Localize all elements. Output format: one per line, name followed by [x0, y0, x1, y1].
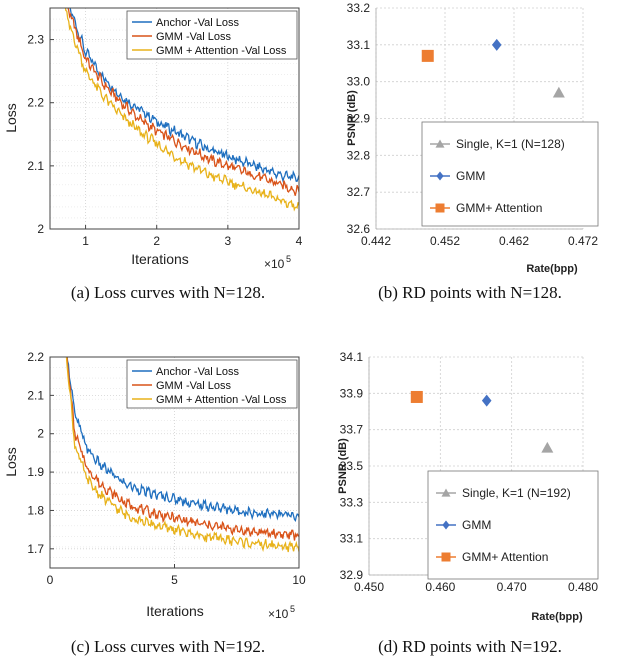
legend-box	[126, 359, 298, 409]
legend-marker-0	[435, 139, 445, 148]
x-tick-label: 2	[153, 234, 160, 248]
data-point-0	[541, 441, 554, 453]
y-tick-label: 2	[37, 222, 44, 236]
legend-label-2: GMM+ Attention	[462, 550, 548, 564]
subfigure-caption: (c) Loss curves with N=192.	[71, 637, 265, 656]
series-line-2	[65, 357, 299, 553]
x-tick-label: 10	[292, 573, 306, 587]
y-tick-label: 2.1	[27, 159, 44, 173]
legend-box	[126, 10, 298, 60]
y-tick-label: 2.2	[27, 96, 44, 110]
series-line-0	[66, 357, 299, 523]
x-tick-label: 4	[296, 234, 303, 248]
y-tick-label: 33.0	[347, 75, 371, 89]
data-point-0	[552, 86, 565, 98]
y-axis-label: PSNR (dB)	[346, 90, 358, 146]
x-multiplier: ×10	[268, 607, 289, 621]
x-tick-label: 0.452	[430, 234, 460, 248]
x-tick-label: 0.470	[497, 580, 527, 594]
y-tick-label: 32.7	[347, 185, 371, 199]
y-tick-label: 32.8	[347, 148, 371, 162]
legend-marker-0	[441, 488, 451, 497]
series-line-2	[64, 8, 299, 212]
y-tick-label: 32.9	[340, 568, 364, 582]
y-tick-label: 1.9	[27, 465, 44, 479]
y-tick-label: 2.2	[27, 350, 44, 364]
y-tick-label: 1.8	[27, 503, 44, 517]
series-line-1	[66, 357, 299, 541]
legend-label-0: Anchor -Val Loss	[156, 17, 239, 29]
y-tick-label: 34.1	[340, 350, 364, 364]
data-point-1	[491, 38, 502, 51]
x-axis-label: Iterations	[146, 603, 204, 619]
legend-label-0: Anchor -Val Loss	[156, 366, 239, 378]
x-tick-label: 0.480	[568, 580, 598, 594]
legend-label-2: GMM+ Attention	[456, 201, 542, 215]
x-tick-label: 0.460	[425, 580, 455, 594]
legend-label-1: GMM	[456, 169, 485, 183]
legend-label-1: GMM -Val Loss	[156, 31, 231, 43]
subfigure-caption: (b) RD points with N=128.	[378, 283, 562, 302]
y-tick-label: 2	[37, 427, 44, 441]
series-line-1	[67, 8, 299, 196]
x-exponent: 5	[290, 604, 295, 614]
x-tick-label: 0	[47, 573, 54, 587]
x-tick-label: 0.442	[361, 234, 391, 248]
x-tick-label: 1	[82, 234, 89, 248]
subfigure-caption: (d) RD points with N=192.	[378, 637, 562, 656]
legend-marker-2	[441, 552, 451, 562]
y-tick-label: 33.1	[347, 38, 371, 52]
y-tick-label: 33.1	[340, 532, 364, 546]
y-tick-label: 32.9	[347, 112, 371, 126]
legend-marker-2	[435, 203, 445, 213]
subfigure-caption: (a) Loss curves with N=128.	[71, 283, 265, 302]
legend-label-1: GMM -Val Loss	[156, 380, 231, 392]
y-tick-label: 32.6	[347, 222, 371, 236]
data-point-2	[410, 390, 423, 403]
y-tick-label: 33.3	[340, 495, 364, 509]
y-tick-label: 2.1	[27, 388, 44, 402]
x-tick-label: 5	[171, 573, 178, 587]
y-tick-label: 33.7	[340, 423, 364, 437]
x-axis-label: Rate(bpp)	[526, 263, 578, 275]
x-tick-label: 0.450	[354, 580, 384, 594]
legend-box	[427, 470, 599, 580]
x-axis-label: Rate(bpp)	[531, 611, 583, 623]
y-tick-label: 33.9	[340, 386, 364, 400]
data-point-1	[481, 394, 492, 407]
y-axis-label: Loss	[3, 103, 19, 133]
x-multiplier: ×10	[264, 257, 285, 271]
x-tick-label: 3	[225, 234, 232, 248]
legend-label-0: Single, K=1 (N=128)	[456, 137, 565, 151]
series-line-0	[69, 8, 299, 184]
legend-label-2: GMM + Attention -Val Loss	[156, 45, 287, 57]
x-tick-label: 0.472	[568, 234, 598, 248]
y-tick-label: 33.2	[347, 1, 371, 15]
data-point-2	[421, 49, 434, 62]
legend-marker-1	[436, 171, 444, 181]
x-tick-label: 0.462	[499, 234, 529, 248]
plot-frame	[49, 7, 300, 230]
legend-box	[421, 121, 599, 227]
y-axis-label: PSNR (dB)	[337, 438, 349, 494]
legend-marker-1	[442, 520, 450, 530]
y-tick-label: 33.5	[340, 459, 364, 473]
legend-label-1: GMM	[462, 518, 491, 532]
y-axis-label: Loss	[3, 447, 19, 477]
legend-label-2: GMM + Attention -Val Loss	[156, 394, 287, 406]
y-tick-label: 1.7	[27, 542, 44, 556]
x-exponent: 5	[286, 254, 291, 264]
x-axis-label: Iterations	[131, 251, 189, 267]
y-tick-label: 2.3	[27, 33, 44, 47]
legend-label-0: Single, K=1 (N=192)	[462, 486, 571, 500]
